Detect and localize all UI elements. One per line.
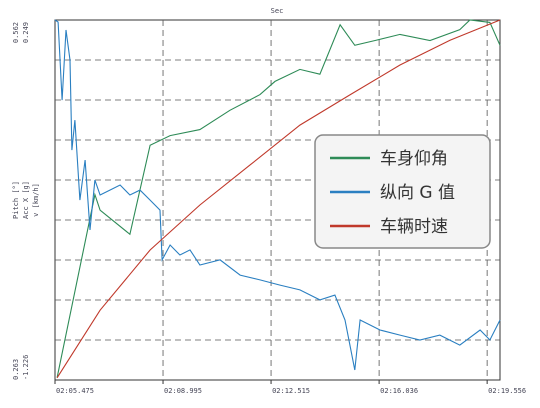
plot-frame <box>54 19 501 381</box>
y-axis-label: v [km/h] <box>32 183 40 217</box>
y-axis-max: 0.249 <box>22 22 30 43</box>
x-tick-label: 02:08.995 <box>164 387 202 395</box>
series-line <box>54 19 501 371</box>
plot-area <box>54 19 501 381</box>
y-axis-min: -1.226 <box>22 355 30 380</box>
y-axis-max: 0.562 <box>12 22 20 43</box>
legend-label: 车身仰角 <box>380 149 448 169</box>
x-tick-label: 02:12.515 <box>272 387 310 395</box>
legend-label: 纵向 G 值 <box>380 183 455 203</box>
series-line <box>56 19 501 379</box>
series-line <box>56 19 501 378</box>
x-tick-label: 02:16.036 <box>380 387 418 395</box>
y-axis-label: Acc X [g] <box>22 181 30 219</box>
legend-box <box>314 134 491 249</box>
y-axis-min: 0.263 <box>12 359 20 380</box>
y-axis-label: Pitch [°] <box>12 181 20 219</box>
legend-label: 车辆时速 <box>380 217 448 237</box>
x-axis-label: Sec <box>271 7 284 15</box>
x-tick-label: 02:05.475 <box>56 387 94 395</box>
x-tick-label: 02:19.556 <box>488 387 526 395</box>
